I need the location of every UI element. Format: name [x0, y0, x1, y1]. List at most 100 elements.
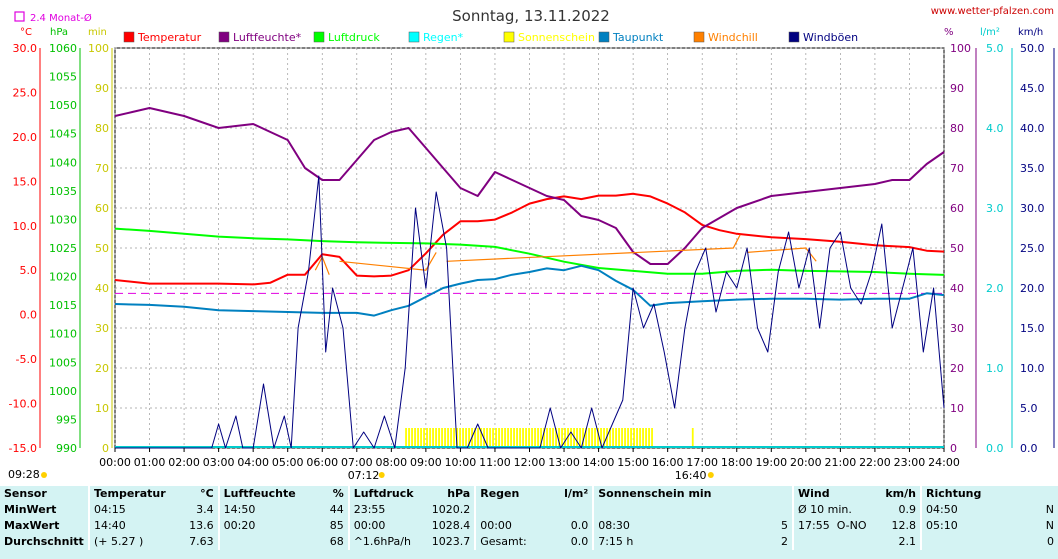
pressure-tick-label: 995 — [56, 413, 77, 426]
min-tick-label: 10 — [95, 402, 109, 415]
stats-row-max: MaxWert 14:40 13.6 00:20 85 00:00 1028.4… — [0, 518, 1058, 534]
time-tick-label: 24:00 — [928, 456, 960, 469]
site-link[interactable]: www.wetter-pfalzen.com — [931, 6, 1054, 17]
pressure-tick-label: 1055 — [49, 71, 77, 84]
humidity-tick-label: 30 — [950, 322, 964, 335]
min-tick-label: 50 — [95, 242, 109, 255]
legend-label: Temperatur — [137, 31, 202, 44]
rain-tick-label: 1.0 — [986, 362, 1004, 375]
sunshine-bar — [525, 428, 527, 448]
legend-swatch — [503, 31, 515, 43]
sunset-label: 16:40 — [675, 469, 707, 482]
pressure-tick-label: 1010 — [49, 328, 77, 341]
sunshine-bar — [691, 428, 694, 448]
rain-tick-label: 0.0 — [986, 442, 1004, 455]
temp-tick-label: -5.0 — [16, 353, 37, 366]
sunshine-bar — [414, 428, 416, 448]
humidity-unit: % — [944, 27, 954, 38]
wind-avg-value: 0.9 — [898, 503, 917, 516]
sunshine-bar — [468, 428, 470, 448]
legend-swatch — [218, 31, 230, 43]
pressure-unit: hPa — [50, 27, 68, 38]
sunshine-bar — [405, 428, 407, 448]
temp-min-time: 04:15 — [88, 502, 170, 518]
time-tick-label: 09:00 — [410, 456, 442, 469]
sunshine-bar — [621, 428, 623, 448]
wind-tick-label: 0.0 — [1020, 442, 1038, 455]
legend: Temperatur Luftfeuchte* Luftdruck Regen* Son… — [123, 31, 858, 44]
sunshine-bar — [570, 428, 572, 448]
hum-unit-header: % — [332, 487, 344, 500]
humidity-tick-label: 50 — [950, 242, 964, 255]
humidity-tick-label: 20 — [950, 362, 964, 375]
wind-unit: km/h — [1018, 27, 1043, 38]
temp-tick-label: 10.0 — [13, 220, 38, 233]
press-unit-header: hPa — [447, 487, 471, 500]
time-tick-label: 13:00 — [548, 456, 580, 469]
legend-label: Sonnenschein — [518, 31, 595, 44]
temp-unit: °C — [20, 27, 32, 38]
sunshine-bar — [411, 428, 413, 448]
legend-swatch — [408, 31, 420, 43]
time-tick-label: 19:00 — [755, 456, 787, 469]
humidity-tick-label: 10 — [950, 402, 964, 415]
legend-label: Windböen — [803, 31, 858, 44]
sun-avg-value: 2 — [781, 535, 788, 548]
wind-max-time: 17:55 — [798, 519, 830, 532]
sunshine-bar — [561, 428, 563, 448]
legend-swatch — [123, 31, 135, 43]
wind-max-dir: O-NO — [836, 519, 867, 532]
sunshine-bar — [546, 428, 548, 448]
sunshine-bar — [516, 428, 518, 448]
rain-header: Regen — [474, 486, 545, 502]
temp-tick-label: -10.0 — [9, 398, 37, 411]
sunshine-bar — [603, 428, 605, 448]
hum-header: Luftfeuchte — [217, 486, 300, 502]
sunshine-bar — [444, 428, 446, 448]
sunshine-bar — [477, 428, 479, 448]
windchill-segment — [747, 247, 817, 262]
pressure-tick-label: 1030 — [49, 213, 77, 226]
humidity-tick-label: 100 — [950, 42, 971, 55]
temp-max-value: 13.6 — [189, 519, 214, 532]
time-tick-label: 20:00 — [790, 456, 822, 469]
sunshine-bar — [588, 428, 590, 448]
wind-avg-value: 2.1 — [898, 535, 917, 548]
sunshine-bar — [645, 428, 647, 448]
press-min-value: 1020.2 — [431, 503, 471, 516]
dir-spacer — [1010, 486, 1058, 502]
legend-label: Luftfeuchte* — [233, 31, 302, 44]
press-trend: ^1.6hPa/h — [347, 534, 428, 550]
time-tick-label: 07:00 — [341, 456, 373, 469]
row-label: MinWert — [4, 503, 57, 516]
sunshine-bar — [459, 428, 461, 448]
min-tick-label: 80 — [95, 122, 109, 135]
sunshine-bar — [420, 428, 422, 448]
legend-swatch — [788, 31, 800, 43]
sun-total: 7:15 h — [592, 534, 740, 550]
sunshine-bar — [627, 428, 629, 448]
wind-avg-label: Ø 10 min. — [792, 502, 872, 518]
time-left-label: 09:28 — [8, 468, 40, 481]
pressure-tick-label: 1025 — [49, 242, 77, 255]
sunshine-bar — [651, 428, 653, 448]
press-min-time: 23:55 — [347, 502, 428, 518]
time-tick-label: 17:00 — [686, 456, 718, 469]
rain-min-time — [474, 502, 545, 518]
sunshine-bar — [582, 428, 584, 448]
pressure-tick-label: 1035 — [49, 185, 77, 198]
sunshine-bar — [489, 428, 491, 448]
stats-header-row: Sensor Temperatur °C Luftfeuchte % Luftd… — [0, 486, 1058, 502]
min-tick-label: 20 — [95, 362, 109, 375]
temp-tick-label: 20.0 — [13, 131, 38, 144]
press-avg-value: 1023.7 — [431, 535, 471, 548]
wind-max-value: 12.8 — [891, 519, 917, 532]
humidity-tick-label: 40 — [950, 282, 964, 295]
sunshine-bar — [453, 428, 455, 448]
sensor-header: Sensor — [4, 487, 47, 500]
rain-tick-label: 3.0 — [986, 202, 1004, 215]
series-line — [114, 227, 945, 276]
series-line — [114, 192, 945, 286]
time-tick-label: 12:00 — [514, 456, 546, 469]
humidity-tick-label: 60 — [950, 202, 964, 215]
